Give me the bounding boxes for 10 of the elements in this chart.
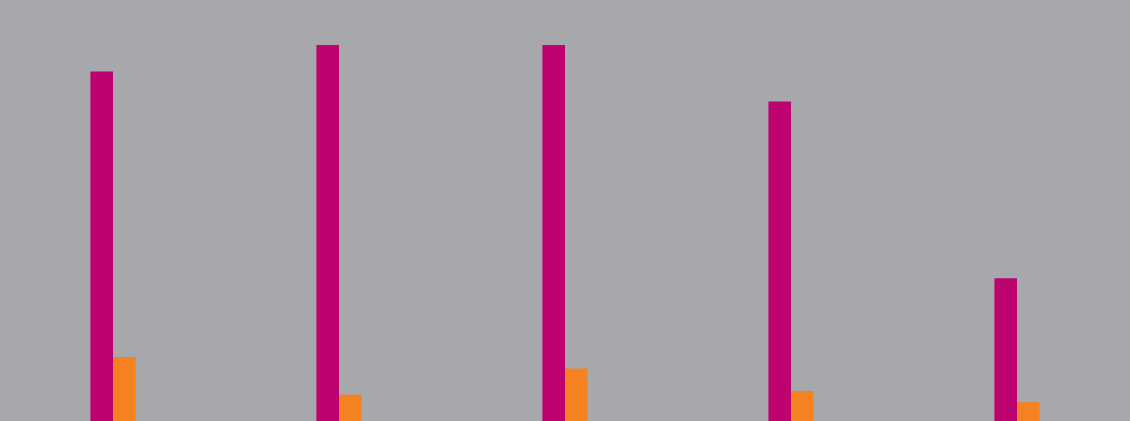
- bar: [542, 45, 565, 421]
- bar: [768, 101, 791, 421]
- bar: [339, 394, 362, 421]
- bar: [316, 45, 339, 421]
- bar: [994, 278, 1017, 421]
- bar: [90, 71, 113, 421]
- bar: [791, 390, 814, 421]
- bar: [113, 357, 136, 421]
- bar: [565, 368, 588, 421]
- bar: [1017, 402, 1040, 421]
